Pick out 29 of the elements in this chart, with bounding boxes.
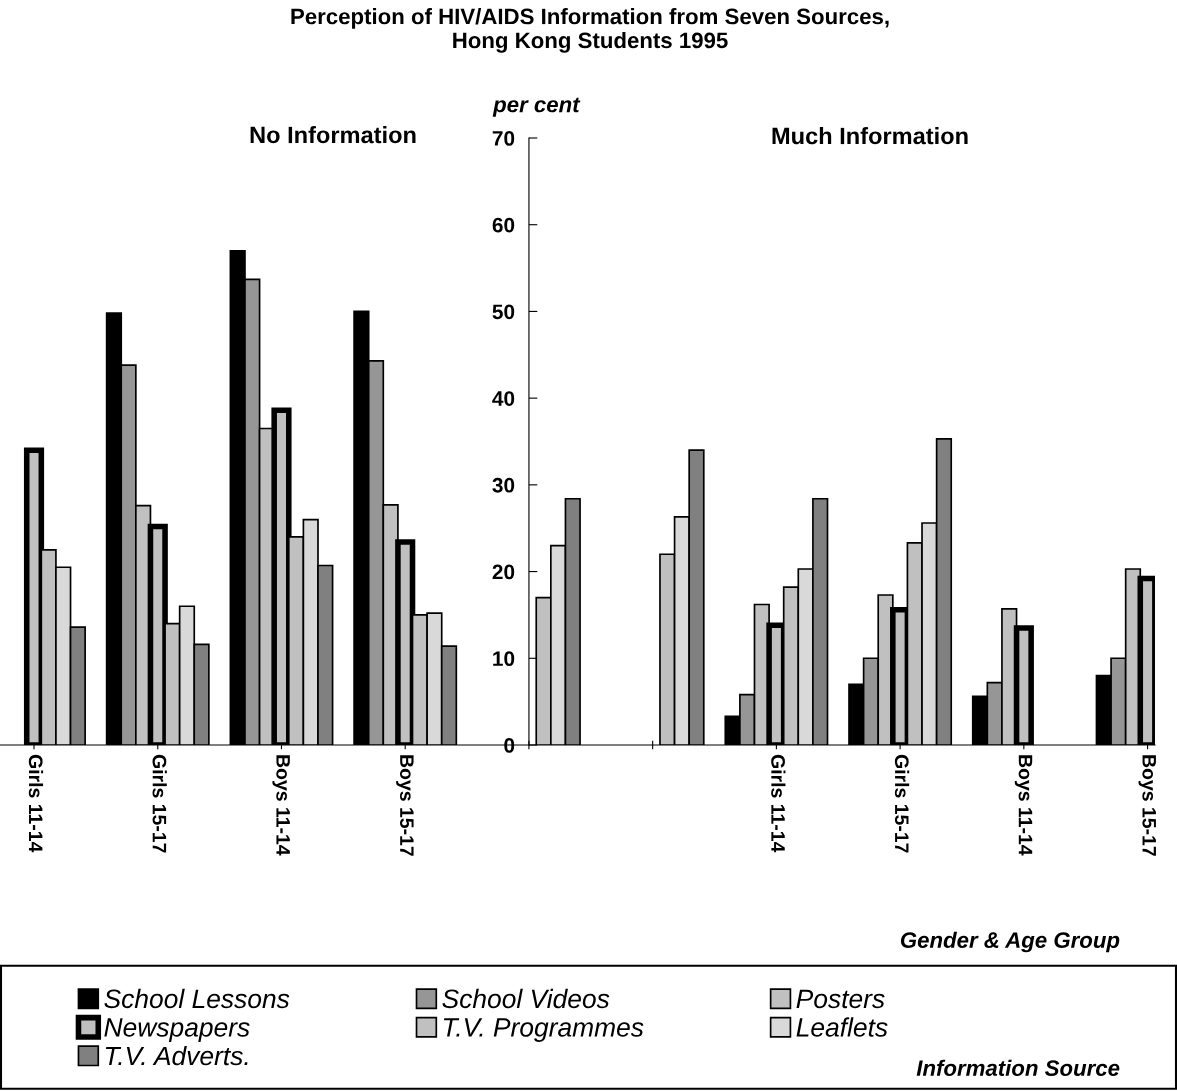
y-axis-title: per cent <box>492 97 581 117</box>
annotation: Much Information <box>772 127 968 145</box>
x-tick-label: Girls 15-17 <box>894 754 910 853</box>
x-tick-label: Girls 11-14 <box>28 754 44 853</box>
x-tick-label: Boys 15-17 <box>1138 755 1156 856</box>
y-tick-label: 20 <box>492 564 515 580</box>
x-tick-label: Boys 15-17 <box>396 755 414 856</box>
x-axis-title: Gender & Age Group <box>900 931 1120 953</box>
y-tick-label: 70 <box>492 131 515 146</box>
chart-title: Perception of HIV/AIDS Information from Seven Sources, Hong Kong Students 1995 <box>291 8 889 53</box>
legend-label: Posters <box>796 989 885 1009</box>
legend-title: Information Source <box>916 1059 1120 1076</box>
annotation: No Information <box>250 126 416 144</box>
legend-label: T.V. Adverts. <box>105 1045 248 1066</box>
legend-label: School Videos <box>442 988 610 1009</box>
y-tick-label: 50 <box>492 304 515 320</box>
y-tick-label: 30 <box>492 477 515 493</box>
y-tick-label: 60 <box>492 217 515 233</box>
legend-label: School Lessons <box>104 988 290 1009</box>
x-tick-label: Girls 11-14 <box>771 754 786 853</box>
x-tick-label: Boys 11-14 <box>272 755 290 856</box>
legend-label: Leaflets <box>796 1017 888 1037</box>
legend-label: T.V. Programmes <box>443 1018 644 1042</box>
x-tick-label: Girls 15-17 <box>152 754 167 853</box>
y-tick-label: 10 <box>493 651 515 667</box>
legend-label: Newspapers <box>104 1018 250 1042</box>
y-tick-label: 40 <box>492 391 515 406</box>
y-tick-label: 0 <box>504 738 515 753</box>
x-tick-label: Boys 11-14 <box>1014 755 1033 856</box>
